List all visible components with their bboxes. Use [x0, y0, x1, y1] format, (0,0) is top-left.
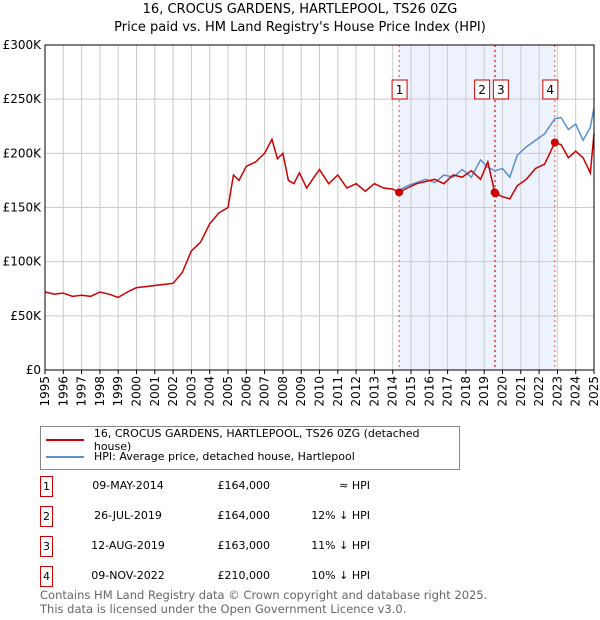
- sale-date: 09-NOV-2022: [91, 569, 165, 582]
- x-tick-label: 2006: [239, 376, 253, 407]
- sale-row: 3 12-AUG-2019 £163,000 11% ↓ HPI: [40, 536, 460, 557]
- legend-swatch-property: [46, 438, 84, 441]
- x-tick-label: 1999: [111, 376, 125, 407]
- sale-marker-box: 4: [40, 566, 53, 587]
- y-tick-label: £50K: [10, 309, 42, 323]
- sale-row: 2 26-JUL-2019 £164,000 12% ↓ HPI: [40, 506, 460, 527]
- x-tick-label: 2000: [130, 376, 144, 407]
- y-tick-label: £100K: [3, 255, 43, 269]
- x-tick-label: 2010: [313, 376, 327, 407]
- legend: 16, CROCUS GARDENS, HARTLEPOOL, TS26 0ZG…: [40, 426, 460, 470]
- x-tick-label: 2024: [569, 376, 583, 407]
- sale-marker-box: 2: [40, 506, 53, 527]
- hpi-line: [398, 107, 595, 191]
- x-tick-label: 2012: [349, 376, 363, 407]
- y-tick-label: £150K: [3, 201, 43, 215]
- sale-hpi-delta: 11% ↓ HPI: [311, 539, 370, 552]
- sale-label: 3: [497, 83, 505, 97]
- sale-price: £164,000: [217, 479, 271, 492]
- x-tick-label: 2015: [404, 376, 418, 407]
- x-tick-label: 2022: [532, 376, 546, 407]
- x-tick-label: 2021: [514, 376, 528, 407]
- x-tick-label: 2019: [477, 376, 491, 407]
- x-tick-label: 2025: [587, 376, 600, 407]
- y-tick-label: £250K: [3, 92, 43, 106]
- x-tick-label: 2009: [294, 376, 308, 407]
- sale-label: 4: [547, 83, 555, 97]
- legend-label-hpi: HPI: Average price, detached house, Hart…: [94, 450, 355, 463]
- x-tick-label: 2017: [441, 376, 455, 407]
- sale-hpi-delta: 12% ↓ HPI: [311, 509, 370, 522]
- x-tick-label: 1996: [56, 376, 70, 407]
- sale-price: £164,000: [217, 509, 271, 522]
- sale-label-box: [474, 79, 491, 100]
- x-tick-label: 2003: [184, 376, 198, 407]
- x-tick-label: 2023: [550, 376, 564, 407]
- sale-hpi-delta: ≈ HPI: [339, 479, 370, 492]
- chart-title: 16, CROCUS GARDENS, HARTLEPOOL, TS26 0ZG: [142, 2, 458, 17]
- sale-point: [550, 138, 559, 147]
- sale-price: £163,000: [217, 539, 271, 552]
- x-tick-label: 1997: [75, 376, 89, 407]
- sale-date: 09-MAY-2014: [92, 479, 164, 492]
- footer: Contains HM Land Registry data © Crown c…: [40, 588, 487, 616]
- sale-label-box: [542, 79, 559, 100]
- x-tick-label: 2001: [148, 376, 162, 407]
- sale-label: 2: [478, 83, 486, 97]
- x-tick-label: 2007: [258, 376, 272, 407]
- sale-label: 1: [396, 83, 404, 97]
- x-tick-label: 2004: [203, 376, 217, 407]
- footer-line-2: This data is licensed under the Open Gov…: [40, 602, 407, 616]
- sale-date: 12-AUG-2019: [91, 539, 165, 552]
- x-tick-label: 2020: [496, 376, 510, 407]
- sale-price: £210,000: [217, 569, 271, 582]
- x-tick-label: 2002: [166, 376, 180, 407]
- legend-swatch-hpi: [46, 455, 84, 458]
- sale-label-box: [492, 79, 509, 100]
- x-tick-label: 2005: [221, 376, 235, 407]
- sale-row: 4 09-NOV-2022 £210,000 10% ↓ HPI: [40, 566, 460, 587]
- chart-subtitle: Price paid vs. HM Land Registry's House …: [114, 20, 486, 35]
- x-tick-label: 2011: [331, 376, 345, 407]
- sale-row: 1 09-MAY-2014 £164,000 ≈ HPI: [40, 476, 460, 497]
- sale-hpi-delta: 10% ↓ HPI: [311, 569, 370, 582]
- x-tick-label: 2008: [276, 376, 290, 407]
- legend-label-property: 16, CROCUS GARDENS, HARTLEPOOL, TS26 0ZG…: [93, 426, 420, 453]
- sale-point: [395, 188, 404, 197]
- x-tick-label: 2013: [367, 376, 381, 407]
- x-tick-label: 1995: [38, 376, 52, 407]
- plot-area: 1995 1996 1997 1998 1999 2000 2001 2002 2003 2004…: [3, 38, 600, 407]
- x-tick-label: 2018: [459, 376, 473, 407]
- footer-line-1: Contains HM Land Registry data © Crown c…: [40, 588, 488, 602]
- y-tick-label: £300K: [3, 38, 43, 52]
- sale-point: [491, 189, 500, 198]
- property-price-line: [44, 133, 595, 299]
- sale-marker-box: 1: [40, 476, 53, 497]
- y-tick-label: £0: [26, 363, 41, 377]
- sale-date: 26-JUL-2019: [94, 509, 162, 522]
- sale-marker-box: 3: [40, 536, 53, 557]
- y-tick-label: £200K: [3, 146, 43, 160]
- x-tick-label: 1998: [93, 376, 107, 407]
- x-tick-label: 2014: [386, 376, 400, 407]
- sale-label-box: [391, 79, 408, 100]
- x-tick-label: 2016: [422, 376, 436, 407]
- plot-frame: [44, 44, 595, 371]
